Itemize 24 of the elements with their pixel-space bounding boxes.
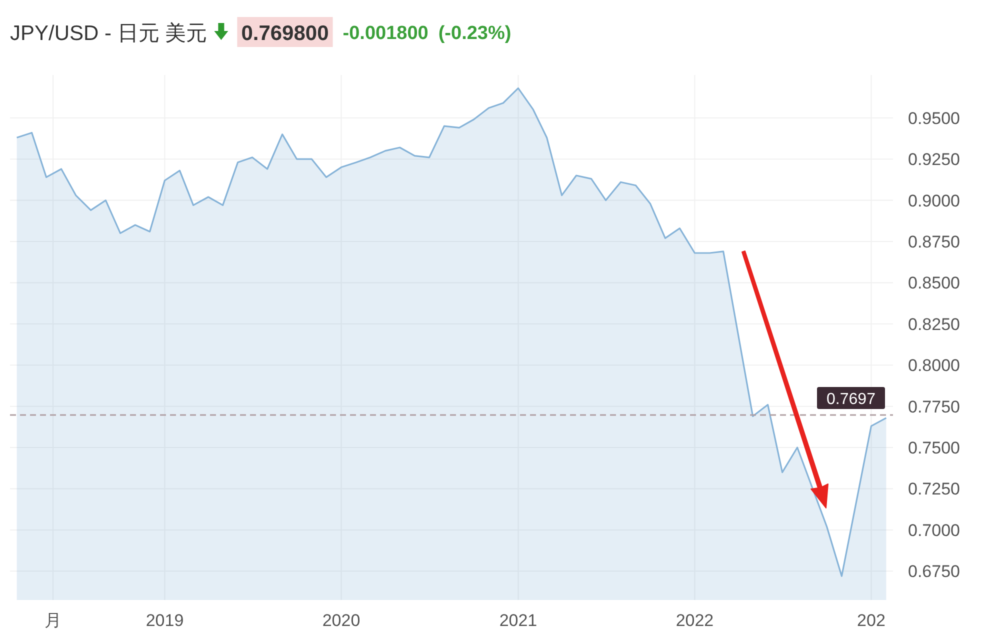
y-tick-label: 0.8250: [908, 314, 960, 334]
y-tick-label: 0.8000: [908, 356, 960, 376]
ref-label: 0.7697: [817, 387, 885, 410]
y-tick-label: 0.8750: [908, 232, 960, 252]
y-tick-label: 0.9250: [908, 150, 960, 170]
x-tick-label: 202: [857, 611, 886, 630]
text: 0.769800: [241, 22, 329, 45]
x-tick-label: 2021: [499, 611, 538, 630]
y-tick-label: 0.9000: [908, 191, 960, 210]
text: (-0.23%): [438, 23, 512, 44]
y-tick-label: 0.7500: [908, 438, 960, 458]
x-tick-label: 2019: [146, 611, 184, 630]
ref-line-label: 0.7697: [826, 391, 876, 408]
y-tick-label: 0.8500: [908, 274, 960, 293]
x-tick-label: 2020: [322, 611, 360, 630]
y-tick-label: 0.7000: [908, 520, 960, 540]
chart-title: JPY/USD - 日元 美元: [10, 22, 208, 45]
y-tick-label: 0.9500: [908, 108, 960, 128]
y-tick-label: 0.6750: [908, 562, 960, 582]
x-tick-label: 2022: [676, 611, 714, 630]
y-tick-label: 0.7250: [908, 480, 960, 499]
text: -0.001800: [342, 23, 428, 44]
y-tick-label: 0.7750: [908, 397, 960, 416]
x-tick-label: 月: [44, 611, 62, 630]
